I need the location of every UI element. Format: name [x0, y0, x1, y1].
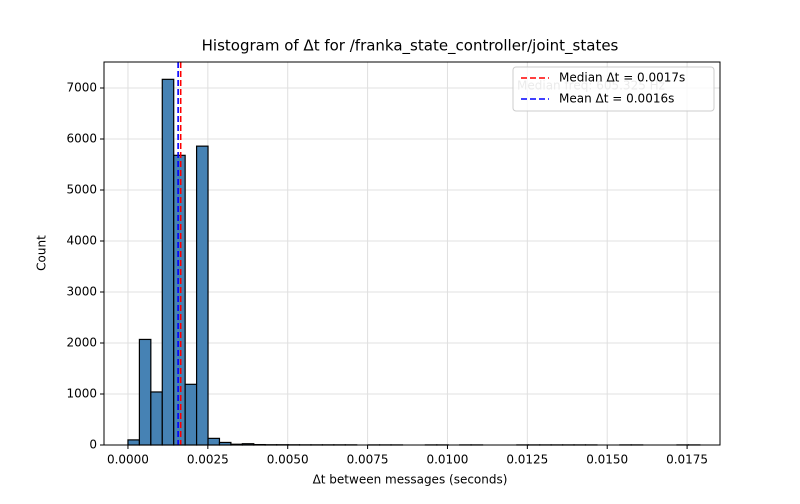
bar: [197, 146, 208, 445]
legend-label: Mean Δt = 0.0016s: [559, 92, 674, 106]
y-tick-label: 6000: [66, 132, 97, 146]
x-tick-label: 0.0075: [347, 453, 389, 467]
x-tick-label: 0.0125: [506, 453, 548, 467]
bar: [185, 384, 196, 445]
y-tick-label: 3000: [66, 285, 97, 299]
y-tick-label: 7000: [66, 81, 97, 95]
bar: [151, 392, 162, 445]
y-axis-label: Count: [35, 235, 49, 271]
bar: [208, 438, 219, 445]
x-tick-label: 0.0025: [187, 453, 229, 467]
x-tick-label: 0.0050: [267, 453, 309, 467]
x-tick-label: 0.0000: [107, 453, 149, 467]
x-tick-label: 0.0100: [426, 453, 468, 467]
x-axis-label: Δt between messages (seconds): [313, 473, 508, 487]
chart-title: Histogram of Δt for /franka_state_contro…: [202, 37, 619, 56]
y-tick-label: 1000: [66, 387, 97, 401]
y-tick-label: 2000: [66, 336, 97, 350]
bar: [128, 440, 139, 445]
y-tick-label: 0: [89, 438, 97, 452]
x-tick-label: 0.0150: [586, 453, 628, 467]
bar: [174, 155, 185, 445]
y-tick-label: 4000: [66, 234, 97, 248]
legend-label: Median Δt = 0.0017s: [559, 71, 685, 85]
y-tick-label: 5000: [66, 183, 97, 197]
x-tick-label: 0.0175: [666, 453, 708, 467]
bar: [139, 339, 150, 445]
bar: [162, 79, 173, 445]
